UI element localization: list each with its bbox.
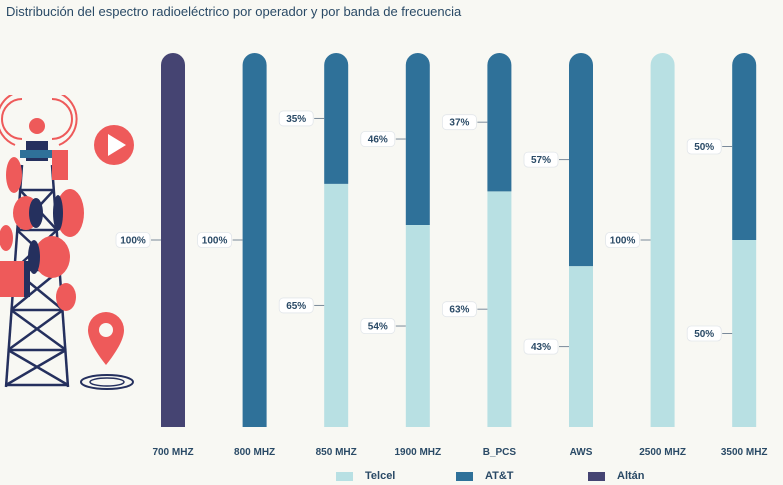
x-tick-label-700-mhz: 700 MHZ — [152, 447, 193, 458]
svg-text:65%: 65% — [286, 301, 306, 312]
x-tick-label-aws: AWS — [570, 447, 593, 458]
x-tick-label-3500-mhz: 3500 MHZ — [721, 447, 768, 458]
data-label-700-mhz-alt-n: 100% — [115, 232, 161, 248]
bar-segment-aws-telcel — [569, 266, 593, 427]
bar-segment-2500-mhz-telcel — [650, 53, 675, 427]
bar-segment-3500-mhz-att — [732, 53, 757, 240]
data-label-1900-mhz-telcel: 54% — [360, 318, 406, 334]
svg-text:50%: 50% — [694, 142, 714, 153]
play-icon — [94, 125, 134, 165]
bars-layer — [161, 53, 757, 427]
bar-segment-700-mhz-alt-n — [161, 53, 185, 427]
bar-segment-1900-mhz-telcel — [405, 225, 430, 427]
bar-segment-850-mhz-att — [324, 53, 349, 184]
location-pin-icon — [80, 312, 134, 390]
stacked-bar-chart: 100% 100% 35% 65% 46% 54% 37% 63% 57% 43% 100% 50% 5… — [115, 53, 768, 458]
svg-text:37%: 37% — [449, 118, 469, 129]
legend-swatch-att — [456, 471, 473, 481]
x-tick-label-b-pcs: B_PCS — [483, 447, 517, 458]
svg-text:100%: 100% — [202, 236, 228, 247]
legend-item-att: AT&T — [456, 468, 514, 484]
bar-segment-3500-mhz-telcel — [732, 240, 757, 427]
chart-title: Distribución del espectro radioeléctrico… — [6, 4, 462, 19]
svg-text:54%: 54% — [368, 322, 388, 333]
data-label-3500-mhz-telcel: 50% — [686, 325, 733, 342]
bar-segment-b-pcs-telcel — [487, 191, 512, 427]
svg-text:43%: 43% — [531, 342, 551, 353]
data-label-1900-mhz-att: 46% — [360, 131, 406, 147]
data-label-850-mhz-att: 35% — [278, 110, 325, 127]
data-label-b-pcs-telcel: 63% — [441, 301, 488, 318]
svg-text:100%: 100% — [120, 236, 146, 247]
x-tick-label-800-mhz: 800 MHZ — [234, 447, 275, 458]
antenna-dishes — [0, 150, 84, 311]
legend-swatch-telcel — [336, 471, 353, 481]
x-tick-label-1900-mhz: 1900 MHZ — [394, 447, 441, 458]
data-label-aws-telcel: 43% — [523, 338, 569, 355]
data-label-2500-mhz-telcel: 100% — [605, 232, 651, 248]
data-labels-layer: 100% 100% 35% 65% 46% 54% 37% 63% 57% 43% 100% 50% 5… — [115, 110, 733, 355]
legend-item-telcel: Telcel — [336, 468, 395, 484]
x-axis-tick-labels: 700 MHZ 800 MHZ 850 MHZ 1900 MHZ B_PCS AWS 250… — [152, 447, 767, 458]
tower-illustration — [0, 95, 134, 390]
legend-swatch-altan — [588, 471, 605, 481]
legend-item-altan: Altán — [588, 468, 645, 484]
svg-text:46%: 46% — [368, 135, 388, 146]
data-label-b-pcs-att: 37% — [441, 114, 488, 131]
legend-label-telcel: Telcel — [365, 470, 396, 482]
legend-label-att: AT&T — [485, 470, 514, 482]
x-tick-label-850-mhz: 850 MHZ — [316, 447, 357, 458]
data-label-3500-mhz-att: 50% — [686, 138, 733, 155]
svg-text:57%: 57% — [531, 155, 551, 166]
svg-text:63%: 63% — [449, 305, 469, 316]
svg-text:50%: 50% — [694, 329, 714, 340]
data-label-800-mhz-att: 100% — [197, 232, 243, 248]
svg-text:100%: 100% — [610, 236, 636, 247]
legend-label-altan: Altán — [617, 470, 645, 482]
bar-segment-850-mhz-telcel — [324, 183, 349, 427]
signal-waves-icon — [0, 95, 78, 146]
data-label-850-mhz-telcel: 65% — [278, 297, 325, 314]
bar-segment-1900-mhz-att — [405, 53, 430, 226]
bar-segment-b-pcs-att — [487, 53, 512, 192]
x-tick-label-2500-mhz: 2500 MHZ — [639, 447, 686, 458]
data-label-aws-att: 57% — [523, 151, 569, 168]
bar-segment-aws-att — [569, 53, 593, 267]
svg-text:35%: 35% — [286, 114, 306, 125]
bar-segment-800-mhz-att — [242, 53, 267, 427]
